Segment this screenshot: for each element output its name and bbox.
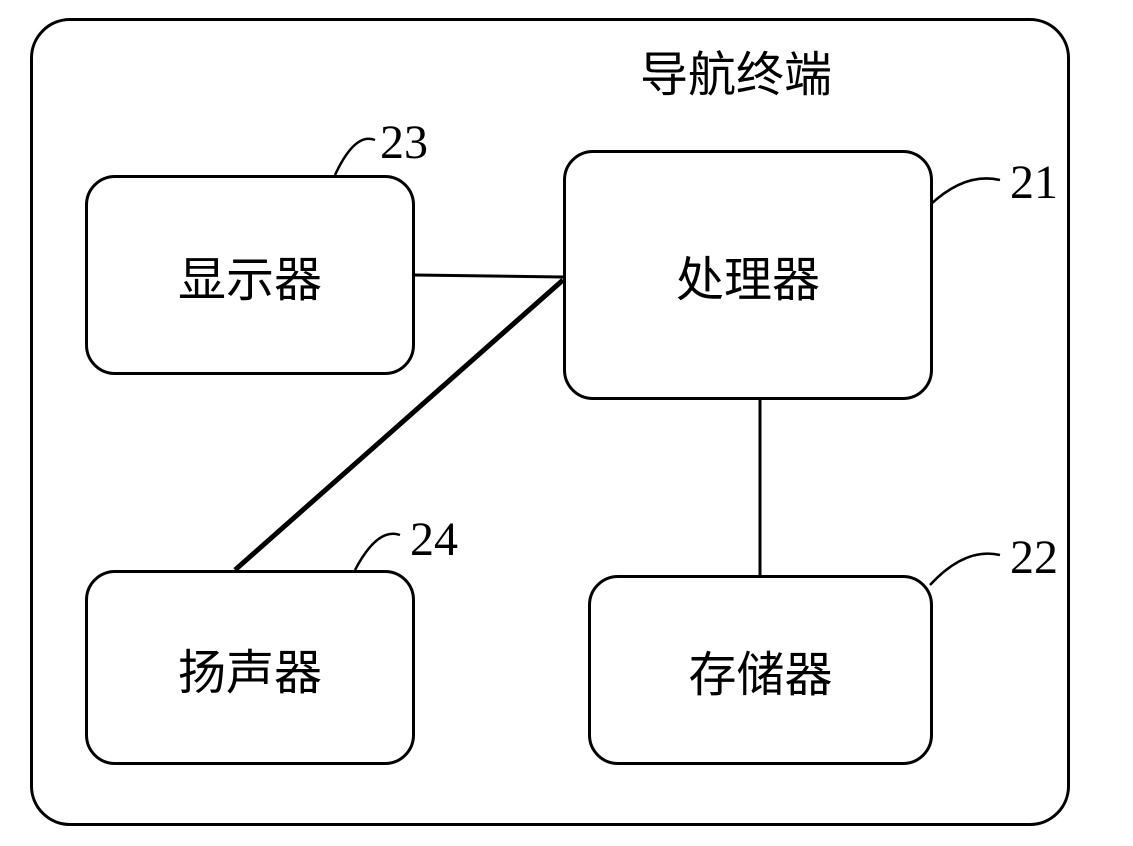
block-speaker: 扬声器 <box>85 570 415 765</box>
ref-label-24: 24 <box>410 512 458 567</box>
ref-label-23: 23 <box>380 115 428 170</box>
ref-label-21: 21 <box>1010 155 1058 210</box>
block-memory: 存储器 <box>588 575 933 765</box>
ref-label-22: 22 <box>1010 530 1058 585</box>
block-display: 显示器 <box>85 175 415 375</box>
block-processor: 处理器 <box>563 150 933 400</box>
diagram-title: 导航终端 <box>640 35 832 105</box>
